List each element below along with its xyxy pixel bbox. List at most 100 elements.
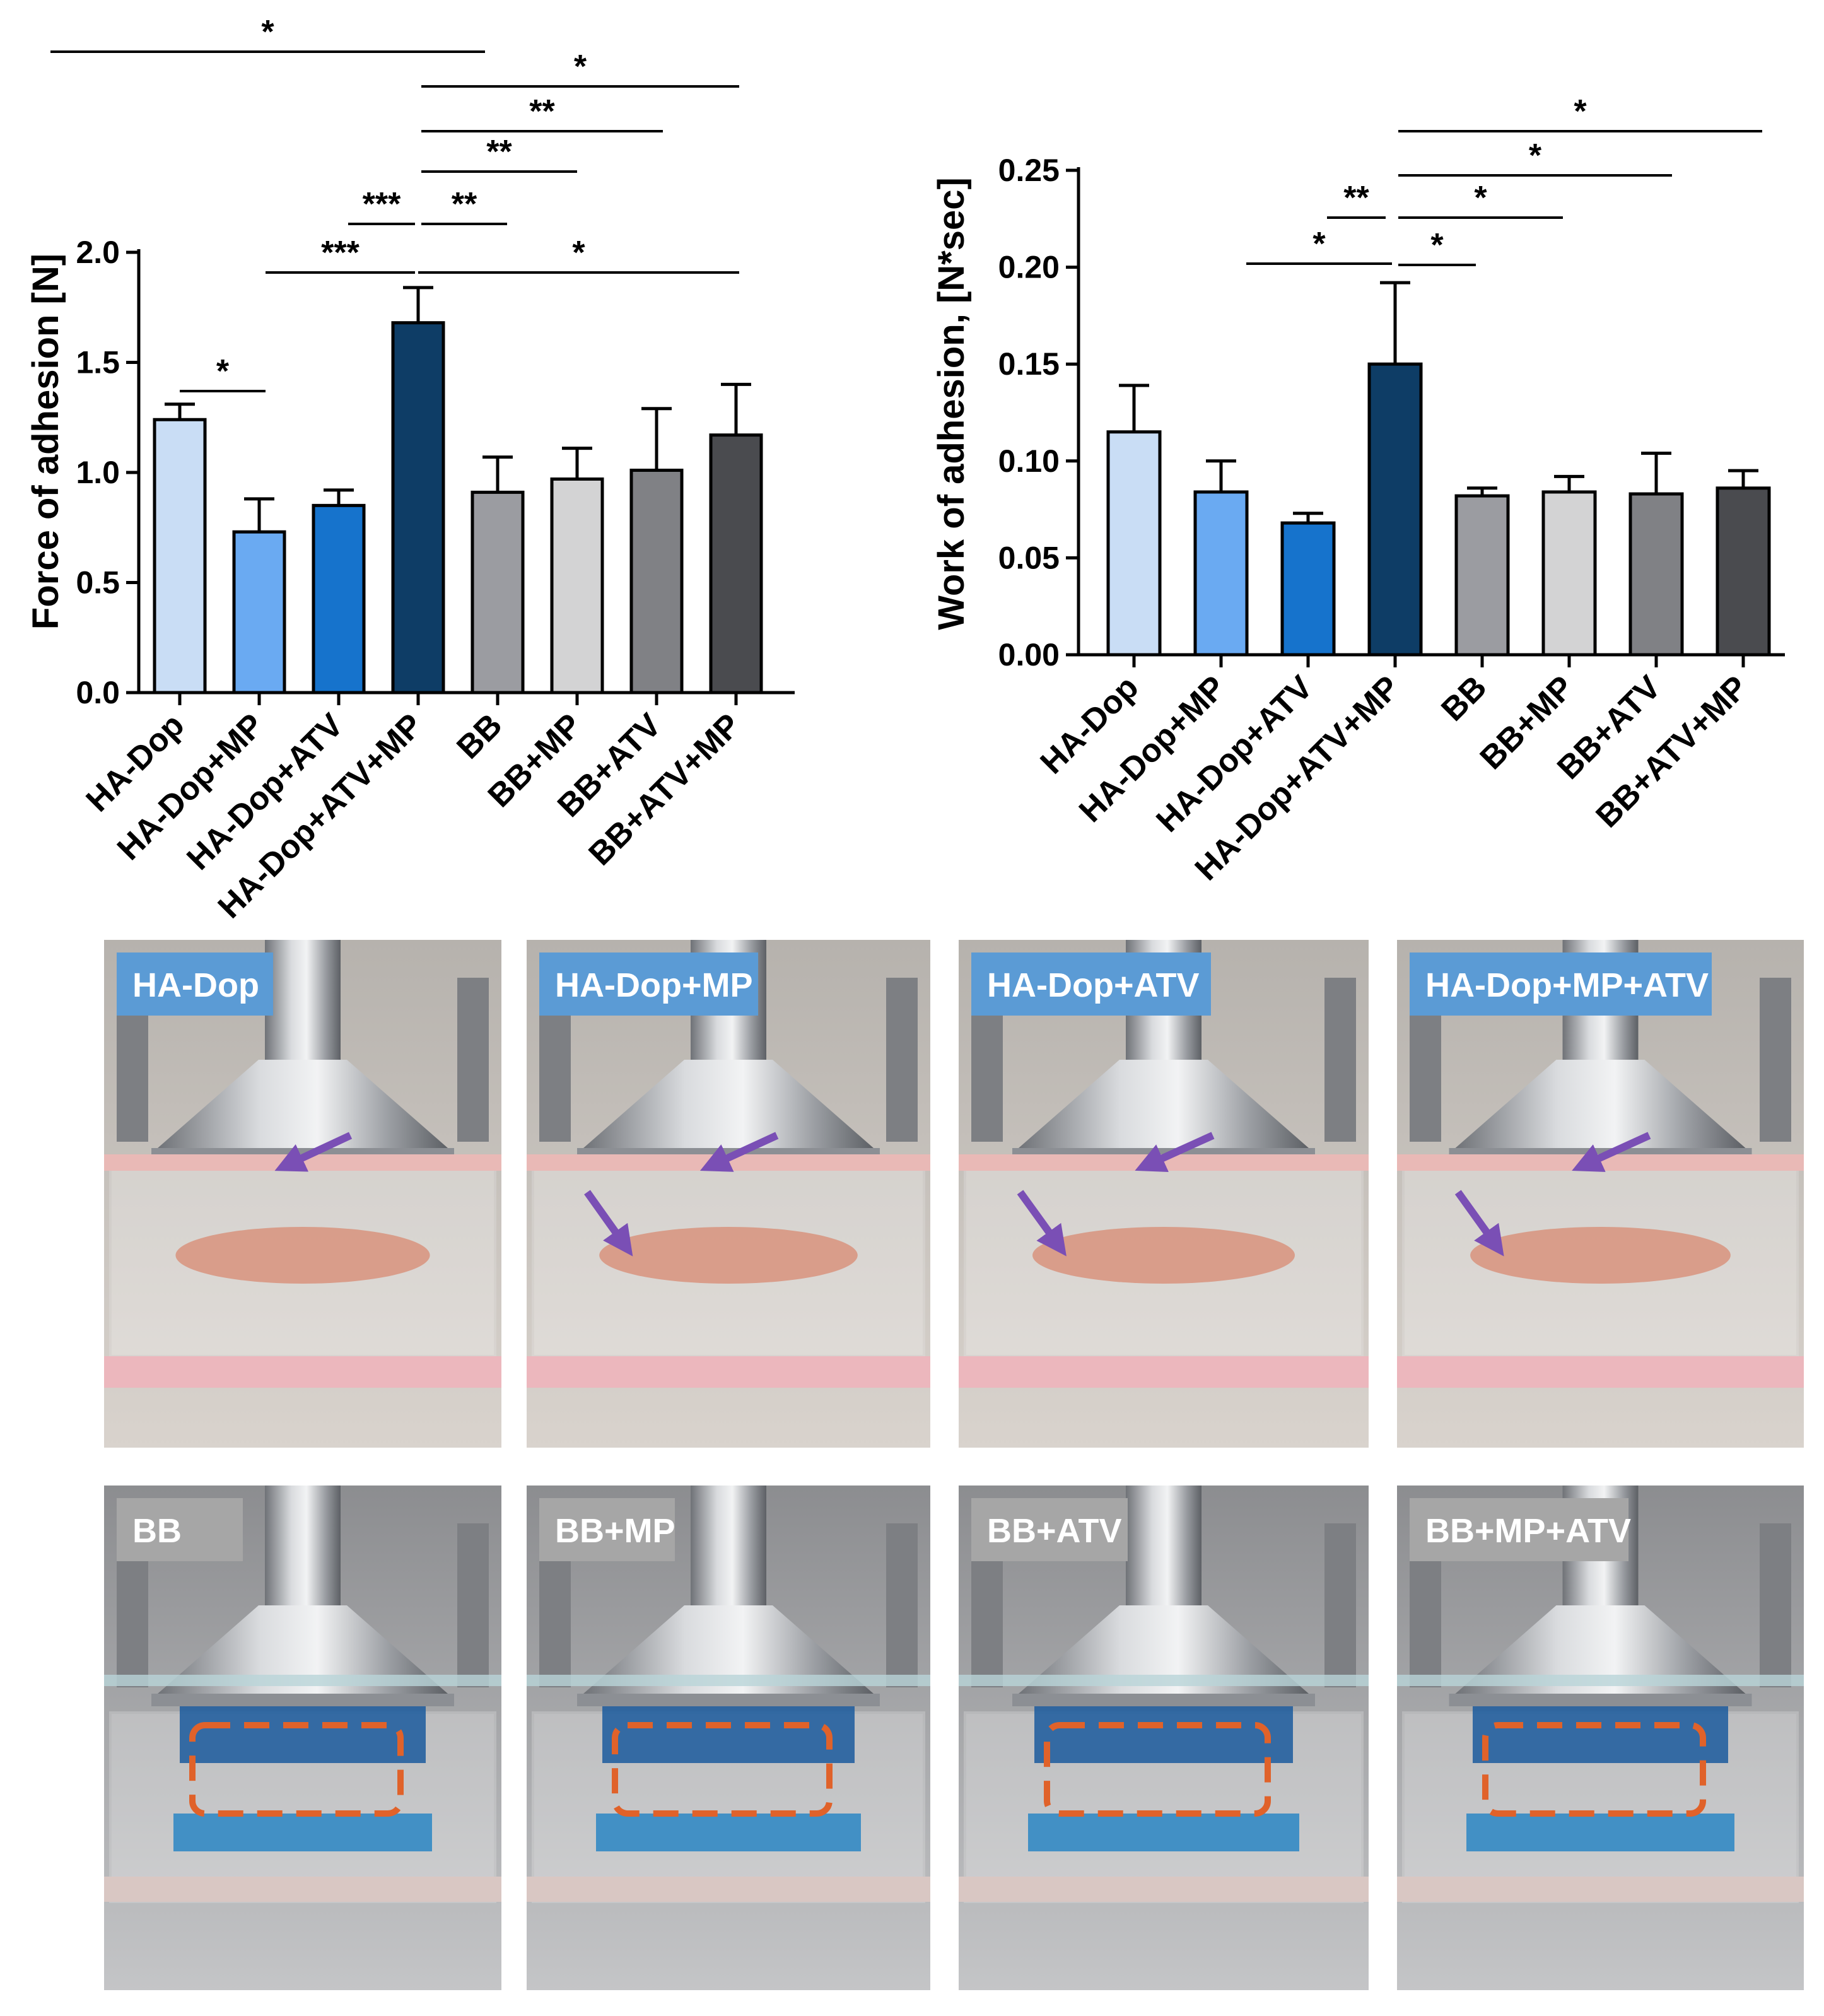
photo-panel: BB+MP+ATV [1397, 1486, 1804, 1990]
c2-category-label: BB [1434, 669, 1494, 728]
glass-plate [104, 1675, 501, 1686]
tissue-bottom [527, 1877, 930, 1902]
c2-bar-5 [1541, 490, 1597, 657]
bolt-right [886, 978, 918, 1142]
chart1-ylabel: Force of adhesion [N] [25, 254, 66, 630]
probe-base [151, 1694, 454, 1706]
adhesive-sample [1032, 1227, 1295, 1284]
dye-lower [1466, 1814, 1734, 1851]
tissue-bottom [959, 1877, 1369, 1902]
c2-bar-1 [1193, 490, 1249, 657]
c1-sig-label: *** [363, 186, 401, 223]
work-of-adhesion-chart: Work of adhesion, [N*sec] 0.00 0.05 0.10 0.… [931, 93, 1785, 888]
c2-sig-label: * [1529, 138, 1542, 174]
c2-sig-label: * [1312, 226, 1326, 262]
c2-bar-6 [1628, 492, 1684, 657]
c2-ytick-label: 0.15 [998, 346, 1060, 382]
dye-lower [173, 1814, 432, 1851]
c1-sig-label: ** [529, 93, 555, 130]
pointer-arrow [1017, 1190, 1067, 1257]
c2-sig-label: ** [1343, 180, 1369, 216]
probe-cone [158, 1060, 448, 1148]
c1-ytick-label: 0.0 [76, 675, 120, 710]
c1-sig-label: *** [321, 235, 360, 271]
photo-label-tag [539, 1498, 675, 1561]
c2-sig-label: * [1474, 180, 1487, 216]
bolt-right [886, 1523, 918, 1687]
photo-label-tag [117, 1498, 243, 1561]
c1-bar-0 [153, 418, 207, 694]
photo-label: HA-Dop+MP [555, 966, 752, 1004]
c2-category-label: BB+ATV+MP [1589, 669, 1755, 835]
probe-cone [583, 1605, 874, 1694]
dashed-outline [1044, 1722, 1271, 1817]
photo-panels: HA-Dop HA-Dop+MP HA-Dop+ATV HA-Dop+MP+ATV BB… [104, 940, 1804, 1990]
tissue-bottom [1397, 1877, 1804, 1902]
chart2-ylabel: Work of adhesion, [N*sec] [931, 177, 972, 630]
c1-sig-label: * [572, 235, 585, 271]
photo-label: HA-Dop+MP+ATV [1425, 966, 1709, 1004]
c1-ytick-label: 1.0 [76, 455, 120, 490]
probe-cone [1019, 1605, 1309, 1694]
force-of-adhesion-chart: Force of adhesion [N] 0.00.51.01.52.0 **… [25, 14, 795, 925]
probe-cone [1455, 1060, 1746, 1148]
probe-stem [265, 1486, 341, 1605]
c1-sig-label: * [216, 353, 230, 390]
c2-ytick-label: 0.10 [998, 443, 1060, 479]
photo-panel: HA-Dop+MP+ATV [1397, 940, 1804, 1448]
photo-label-tag [117, 952, 273, 1016]
bolt-right [1760, 1523, 1791, 1687]
c2-bar-4 [1454, 494, 1510, 657]
bolt-right [457, 1523, 489, 1687]
c1-ytick-label: 2.0 [76, 235, 120, 270]
pointer-arrow [1135, 1132, 1215, 1173]
probe-cone [583, 1060, 874, 1148]
c1-bar-1 [232, 530, 286, 694]
probe-base [1012, 1694, 1315, 1706]
photo-panel: HA-Dop+ATV [959, 940, 1369, 1448]
pointer-arrow [1454, 1190, 1504, 1257]
glass-plate [1397, 1675, 1804, 1686]
bolt-right [1324, 1523, 1356, 1687]
photo-label-tag [539, 952, 758, 1016]
photo-panel: HA-Dop [104, 940, 501, 1448]
photo-label-tag [1410, 1498, 1628, 1561]
dye-lower [596, 1814, 861, 1851]
c1-bar-7 [709, 433, 763, 694]
photo-label: HA-Dop [132, 966, 259, 1004]
tissue-bottom [104, 1356, 501, 1388]
dye-upper [1473, 1706, 1728, 1763]
pointer-arrow [1572, 1132, 1651, 1172]
probe-cone [1019, 1060, 1309, 1148]
c1-ytick-label: 1.5 [76, 345, 120, 380]
photo-panel: BB+ATV [959, 1486, 1369, 1990]
photo-label: BB+MP [555, 1512, 675, 1550]
c2-sig-label: * [1430, 227, 1444, 264]
glass-plate [527, 1675, 930, 1686]
c1-ytick-label: 0.5 [76, 565, 120, 601]
tissue-bottom [1397, 1356, 1804, 1388]
dashed-outline [1482, 1722, 1706, 1817]
adhesive-sample [599, 1227, 858, 1284]
photo-label-tag [971, 952, 1211, 1016]
photo-label-tag [971, 1498, 1128, 1561]
c2-ytick-label: 0.20 [998, 250, 1060, 285]
photo-label: BB [132, 1512, 182, 1550]
pointer-arrow [699, 1132, 779, 1172]
adhesive-sample [175, 1227, 430, 1284]
probe-base [1449, 1694, 1752, 1706]
dye-lower [1028, 1814, 1299, 1851]
adhesive-sample [1470, 1227, 1731, 1284]
bolt-right [1324, 978, 1356, 1142]
pointer-arrow [274, 1132, 353, 1172]
photo-panel: BB+MP [527, 1486, 930, 1990]
probe-base [577, 1694, 880, 1706]
tissue-bottom [527, 1356, 930, 1388]
c1-category-label: BB [450, 706, 509, 766]
photo-panel: HA-Dop+MP [527, 940, 930, 1448]
pointer-arrow [584, 1190, 633, 1257]
dye-upper [602, 1706, 855, 1763]
probe-cone [1455, 1605, 1746, 1694]
dye-upper [1034, 1706, 1293, 1763]
